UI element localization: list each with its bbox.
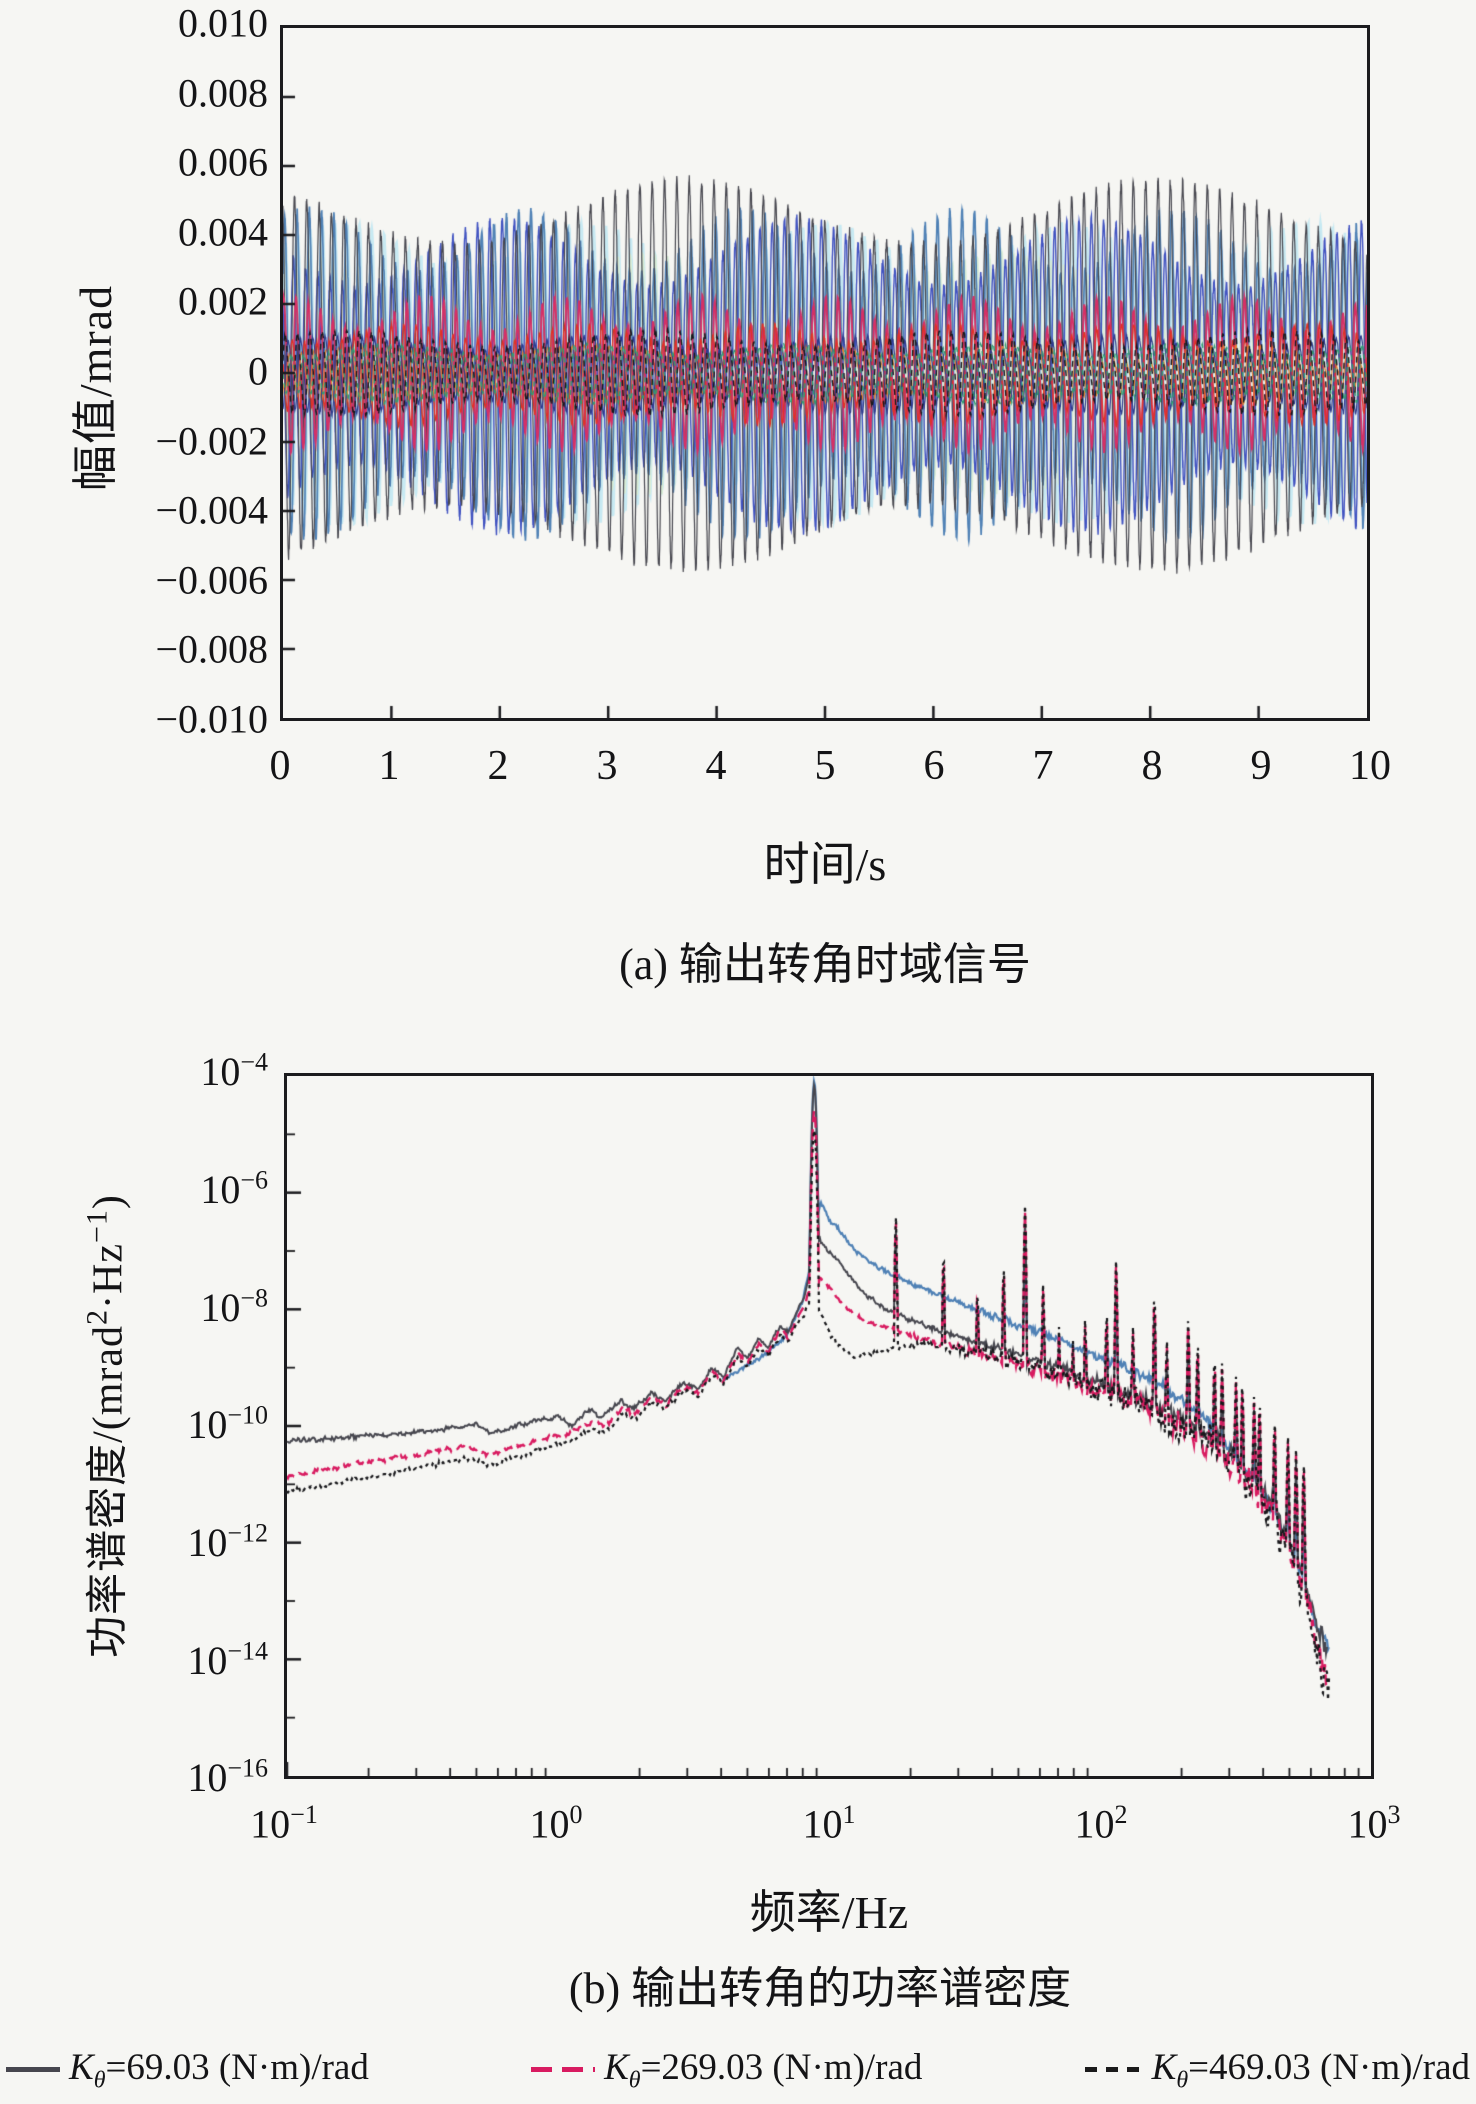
y-tick-label: −0.004 — [155, 487, 268, 533]
y-tick-label: 10−4 — [200, 1047, 268, 1094]
x-tick-label: 100 — [529, 1800, 583, 1847]
legend-label: Kθ=469.03 (N·m)/rad — [1151, 2046, 1470, 2093]
x-tick-label: 101 — [802, 1800, 856, 1847]
x-tick-label: 10 — [1349, 743, 1391, 789]
x-tick-label: 7 — [1032, 743, 1054, 789]
x-tick-label: 10−1 — [250, 1800, 318, 1847]
y-tick-label: 0.010 — [178, 0, 268, 46]
y-tick-label: 10−14 — [187, 1636, 268, 1683]
dotted-line-sample — [1084, 2067, 1143, 2073]
legend-label: Kθ=69.03 (N·m)/rad — [69, 2046, 369, 2093]
x-tick-label: 103 — [1347, 1800, 1401, 1847]
x-tick-label: 0 — [269, 743, 291, 789]
solid-line-sample — [6, 2067, 60, 2073]
legend-item-k69: Kθ=69.03 (N·m)/rad — [6, 2046, 369, 2094]
panel-a-plot-area — [280, 25, 1370, 721]
legend-item-k269: Kθ=269.03 (N·m)/rad — [531, 2046, 922, 2094]
panel-b-plot-area — [284, 1073, 1374, 1779]
x-tick-label: 1 — [378, 743, 400, 789]
y-tick-label: 0.006 — [178, 139, 268, 185]
panel-a-caption: (a) 输出转角时域信号 — [619, 940, 1031, 989]
y-tick-label: 10−8 — [200, 1283, 268, 1330]
x-tick-label: 102 — [1074, 1800, 1128, 1847]
y-tick-label: 0.002 — [178, 278, 268, 324]
y-tick-label: 10−12 — [187, 1518, 268, 1565]
dashed-line-sample — [531, 2067, 596, 2073]
legend-item-k469: Kθ=469.03 (N·m)/rad — [1084, 2046, 1470, 2094]
y-tick-label: −0.010 — [155, 696, 268, 742]
legend-label: Kθ=269.03 (N·m)/rad — [604, 2046, 923, 2093]
x-tick-label: 3 — [596, 743, 618, 789]
panel-a-x-axis-label: 时间/s — [763, 839, 887, 890]
x-tick-label: 2 — [487, 743, 509, 789]
y-tick-label: 10−10 — [187, 1400, 268, 1447]
x-tick-label: 6 — [923, 743, 945, 789]
time-domain-chart-canvas — [283, 28, 1367, 718]
y-tick-label: −0.006 — [155, 557, 268, 603]
psd-chart-canvas — [287, 1076, 1371, 1776]
y-tick-label: 0 — [248, 348, 268, 394]
panel-b-x-axis-label: 频率/Hz — [749, 1887, 909, 1938]
y-tick-label: −0.008 — [155, 626, 268, 672]
x-tick-label: 5 — [814, 743, 836, 789]
legend: Kθ=69.03 (N·m)/rad Kθ=269.03 (N·m)/rad K… — [0, 2046, 1476, 2094]
y-tick-label: −0.002 — [155, 418, 268, 464]
x-tick-label: 8 — [1141, 743, 1163, 789]
x-tick-label: 9 — [1250, 743, 1272, 789]
y-tick-label: 10−16 — [187, 1753, 268, 1800]
y-tick-label: 0.004 — [178, 209, 268, 255]
y-tick-label: 0.008 — [178, 70, 268, 116]
panel-b-caption: (b) 输出转角的功率谱密度 — [568, 1964, 1072, 2013]
y-tick-label: 10−6 — [200, 1165, 268, 1212]
x-tick-label: 4 — [705, 743, 727, 789]
